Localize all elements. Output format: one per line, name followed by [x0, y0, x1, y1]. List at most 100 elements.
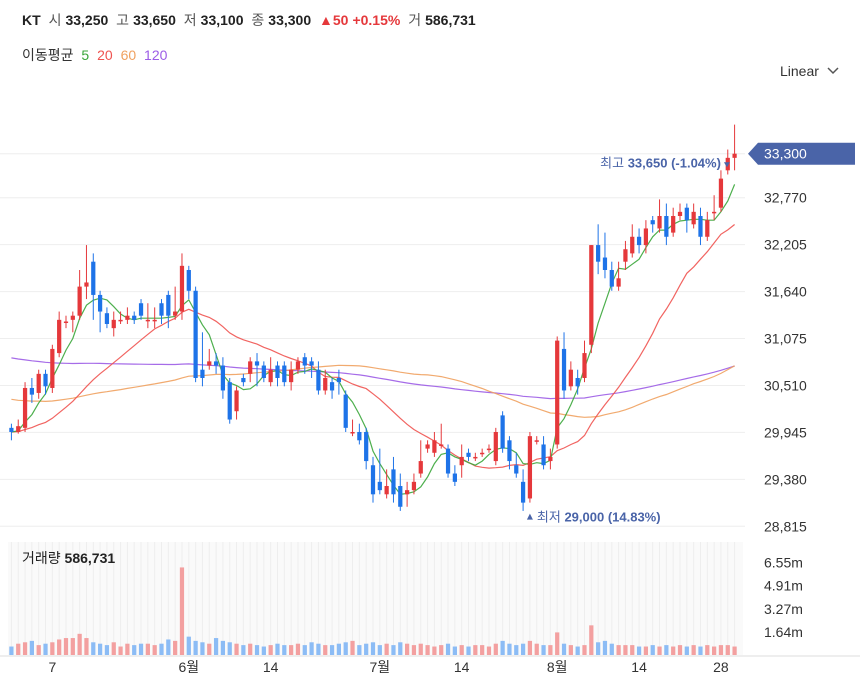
volume-bar	[323, 645, 328, 655]
candle-body	[186, 270, 191, 291]
ma-line-20	[11, 224, 735, 469]
volume-bar	[234, 643, 239, 655]
volume-bar	[384, 643, 389, 655]
change-value: ▲50	[319, 12, 349, 28]
candle-body	[486, 448, 492, 451]
volume-bar	[275, 643, 280, 655]
volume-bar	[241, 645, 246, 655]
open-value: 33,250	[65, 12, 109, 28]
candle-body	[677, 211, 683, 216]
candle-body	[57, 319, 62, 354]
volume-bar	[138, 643, 144, 655]
y-tick-label: 29,380	[764, 471, 807, 487]
annotation-low-value: 29,000 (14.83%)	[561, 510, 661, 525]
volume-bar	[705, 645, 710, 655]
candle-body	[575, 378, 580, 387]
volume-value: 586,731	[425, 12, 476, 28]
volume-bar	[166, 639, 171, 655]
volume-bar	[664, 645, 669, 655]
volume-bar	[404, 643, 410, 655]
volume-bar	[439, 645, 444, 655]
candle-body	[500, 415, 505, 449]
scale-selector[interactable]: Linear	[780, 63, 839, 79]
candle-body	[84, 282, 89, 287]
volume-label: 거	[408, 12, 422, 28]
candle-body	[138, 303, 144, 316]
candle-body	[63, 321, 69, 324]
candle-body	[104, 313, 110, 324]
volume-bar	[691, 645, 696, 655]
candle-body	[173, 311, 178, 316]
candle-body	[493, 432, 498, 462]
volume-bar	[77, 633, 82, 655]
candle-body	[548, 456, 553, 462]
candle-body	[630, 236, 635, 254]
volume-bar	[350, 640, 355, 655]
volume-bar	[459, 645, 464, 655]
candle-body	[132, 315, 137, 320]
volume-bar	[207, 643, 212, 655]
volume-bar	[302, 645, 307, 655]
x-tick-label: 14	[263, 659, 279, 675]
volume-bar	[732, 646, 737, 655]
volume-panel-title: 거래량	[22, 550, 61, 566]
volume-bar	[309, 642, 314, 655]
candle-body	[241, 378, 246, 383]
volume-bar	[643, 646, 649, 655]
volume-bar	[425, 645, 430, 655]
candle-body	[466, 452, 471, 457]
candle-body	[391, 469, 396, 495]
volume-panel-label: 거래량 586,731	[22, 548, 115, 568]
candle-body	[596, 245, 601, 262]
scale-label: Linear	[780, 63, 819, 79]
candle-body	[445, 448, 451, 474]
volume-bar	[111, 642, 116, 655]
volume-bar	[200, 642, 205, 655]
candle-body	[350, 432, 355, 434]
candle-body	[268, 369, 273, 383]
volume-bar	[152, 645, 157, 655]
candle-body	[404, 490, 410, 495]
volume-bar	[9, 646, 14, 655]
candle-body	[220, 365, 226, 391]
volume-bar	[602, 640, 608, 655]
volume-bar	[289, 645, 294, 655]
volume-bar	[63, 638, 69, 655]
volume-bar	[466, 646, 471, 655]
volume-bar	[179, 567, 185, 655]
candle-body	[418, 461, 423, 474]
volume-bar	[186, 636, 191, 655]
volume-bar	[357, 645, 362, 655]
volume-bar	[630, 645, 635, 655]
volume-bar	[718, 645, 724, 655]
open-label: 시	[48, 12, 62, 28]
volume-bar	[609, 643, 614, 655]
volume-tick-label: 6.55m	[764, 554, 803, 570]
volume-bar	[534, 643, 539, 655]
volume-bar	[677, 645, 683, 655]
candle-body	[295, 361, 301, 370]
volume-bar	[43, 643, 48, 655]
volume-bar	[370, 642, 376, 655]
volume-bar	[316, 643, 321, 655]
x-tick-label: 7월	[369, 659, 390, 675]
volume-bar	[254, 645, 260, 655]
candle-body	[50, 348, 55, 388]
volume-bar	[548, 645, 553, 655]
volume-bar	[725, 645, 730, 655]
volume-bar	[97, 643, 103, 655]
volume-bar	[193, 640, 198, 655]
volume-bar	[514, 645, 519, 655]
candle-body	[432, 440, 437, 453]
volume-bar	[486, 646, 492, 655]
candle-body	[364, 432, 369, 462]
volume-bar	[261, 646, 266, 655]
candle-body	[582, 353, 587, 378]
candle-body	[302, 357, 307, 366]
current-price-label: 33,300	[764, 146, 807, 162]
moving-average-legend[interactable]: 이동평균 5 20 60 120	[22, 45, 171, 65]
candle-body	[616, 278, 621, 287]
candle-body	[698, 216, 703, 237]
candle-body	[623, 249, 628, 262]
